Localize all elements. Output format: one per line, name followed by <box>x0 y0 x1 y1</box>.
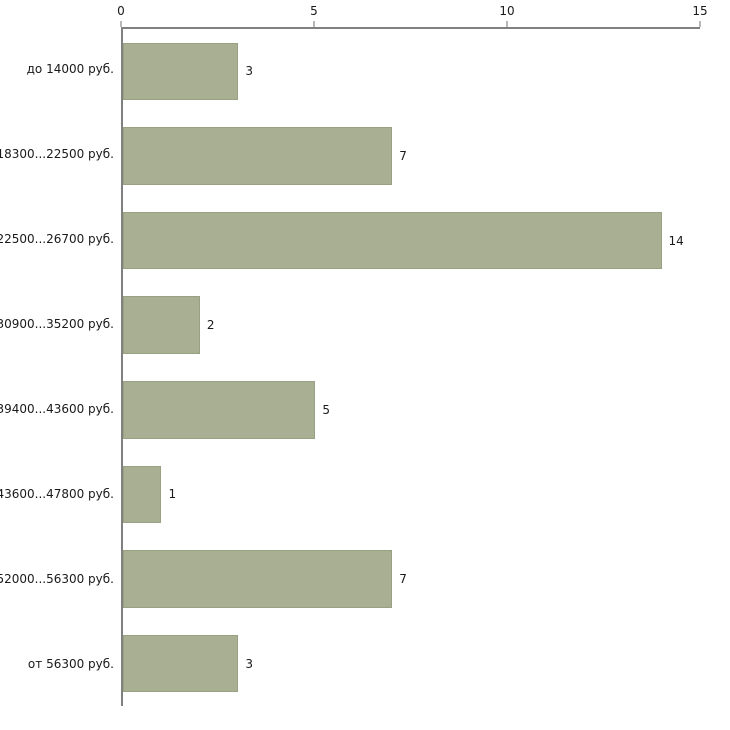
bar-row: 3 <box>123 29 700 114</box>
bar <box>123 296 200 354</box>
category-label: 18300...22500 руб. <box>0 147 114 162</box>
bar <box>123 127 393 185</box>
x-tick-mark <box>313 21 315 27</box>
x-axis: 0 5 10 15 <box>117 0 708 27</box>
x-tick-mark <box>699 21 701 27</box>
plot-main: до 14000 руб. 18300...22500 руб. 22500...2… <box>0 27 700 706</box>
bar-value-label: 14 <box>668 233 684 248</box>
category-label: 43600...47800 руб. <box>0 486 114 501</box>
bar-row: 2 <box>123 283 700 368</box>
bar-value-label: 2 <box>206 318 215 333</box>
bar <box>123 211 662 270</box>
bar <box>123 465 162 524</box>
category-label: 30900...35200 руб. <box>0 317 114 332</box>
x-tick-label: 15 <box>692 4 708 18</box>
bar-value-label: 5 <box>322 402 330 417</box>
bar-value-label: 3 <box>245 64 254 79</box>
bar-row: 7 <box>123 114 700 199</box>
category-label: от 56300 руб. <box>27 656 114 671</box>
bar <box>123 381 316 439</box>
bar <box>123 634 239 693</box>
bar <box>123 550 393 608</box>
bar-row: 7 <box>123 537 700 622</box>
bar-row: 14 <box>123 198 700 283</box>
bar-value-label: 7 <box>399 572 407 587</box>
bar <box>123 42 239 101</box>
x-tick-mark <box>120 21 122 27</box>
category-axis-labels: до 14000 руб. 18300...22500 руб. 22500...2… <box>0 27 121 706</box>
x-tick-label: 5 <box>310 4 318 18</box>
bar-row: 5 <box>123 368 700 453</box>
x-tick-mark <box>506 21 508 27</box>
category-label: до 14000 руб. <box>26 62 114 77</box>
bar-value-label: 7 <box>399 148 407 163</box>
bar-value-label: 3 <box>245 656 254 671</box>
x-tick-label: 10 <box>499 4 515 18</box>
bar-row: 3 <box>123 621 700 706</box>
plot-area: 3 7 14 2 5 1 7 3 <box>121 27 700 706</box>
bar-value-label: 1 <box>168 487 177 502</box>
category-label: 22500...26700 руб. <box>0 232 114 247</box>
category-label: 52000...56300 руб. <box>0 571 114 586</box>
category-label: 39400...43600 руб. <box>0 401 114 416</box>
bar-row: 1 <box>123 452 700 537</box>
x-tick-label: 0 <box>117 4 125 18</box>
